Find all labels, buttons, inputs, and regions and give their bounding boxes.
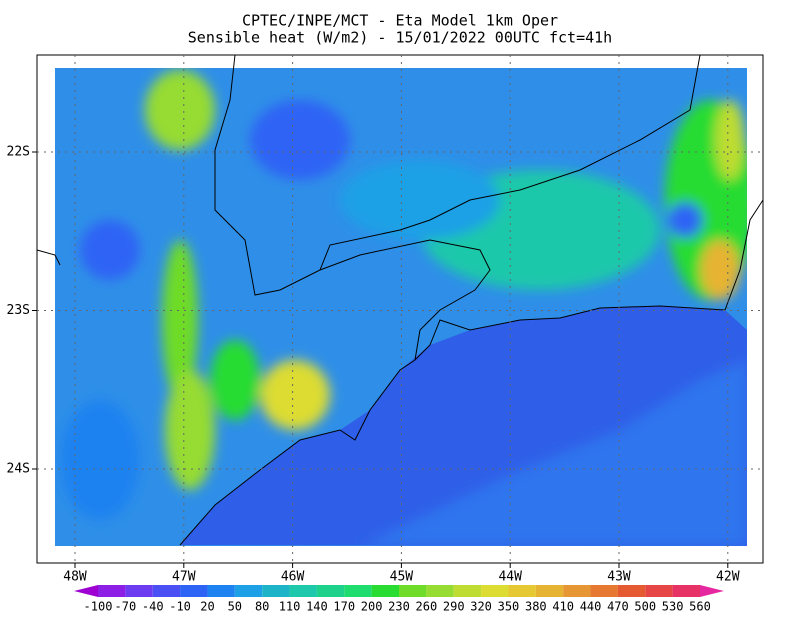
colorbar-swatch — [289, 585, 317, 597]
lat-tick-label: 22S — [7, 145, 30, 160]
colorbar-swatch — [645, 585, 673, 597]
colorbar-label: 170 — [333, 600, 355, 614]
colorbar-swatch — [563, 585, 591, 597]
colorbar-label: 410 — [552, 600, 574, 614]
colorbar-swatch — [535, 585, 564, 597]
colorbar-label: 530 — [662, 600, 684, 614]
colorbar-label: 470 — [607, 600, 629, 614]
colorbar-label: 380 — [525, 600, 547, 614]
colorbar-label: -40 — [142, 600, 164, 614]
colorbar-swatch — [399, 585, 427, 597]
colorbar-label: 440 — [580, 600, 602, 614]
colorbar-label: -10 — [169, 600, 191, 614]
colorbar-label: 140 — [306, 600, 328, 614]
lat-tick-label: 24S — [7, 462, 30, 477]
colorbar-swatch — [152, 585, 181, 597]
colorbar-swatch — [453, 585, 482, 597]
colorbar-swatch — [207, 585, 235, 597]
colorbar-swatch — [481, 585, 509, 597]
colorbar-swatch — [344, 585, 372, 597]
colorbar-label: 20 — [200, 600, 214, 614]
colorbar-swatch — [98, 585, 126, 597]
colorbar-swatch — [180, 585, 208, 597]
colorbar-label: 50 — [228, 600, 242, 614]
lon-tick-label: 43W — [607, 570, 631, 585]
lon-tick-label: 46W — [281, 570, 305, 585]
lon-tick-label: 48W — [63, 570, 87, 585]
lat-tick-label: 23S — [7, 303, 30, 318]
subtitle-line: Sensible heat (W/m2) - 15/01/2022 00UTC … — [188, 29, 612, 47]
colorbar: -100 -70 -40 -10 20 50 80 110 140 170 200 230 260 290… — [74, 585, 724, 614]
boundaries — [36, 54, 764, 546]
lon-tick-label: 47W — [172, 570, 196, 585]
colorbar-arrow — [700, 585, 724, 597]
colorbar-swatch — [262, 585, 290, 597]
colorbar-label: 80 — [255, 600, 269, 614]
ocean-shade — [360, 360, 747, 546]
colorbar-label: 290 — [443, 600, 465, 614]
colorbar-label: 560 — [689, 600, 711, 614]
colorbar-swatch — [426, 585, 454, 597]
colorbar-arrow — [74, 585, 98, 597]
colorbar-swatch — [617, 585, 646, 597]
colorbar-swatch — [672, 585, 700, 597]
colorbar-label: 500 — [634, 600, 656, 614]
colorbar-label: 320 — [470, 600, 492, 614]
lon-tick-label: 44W — [498, 570, 522, 585]
field — [55, 68, 747, 546]
axes: 48W 47W 46W 45W 44W 43W 42W 22S 23S 24S — [7, 55, 763, 585]
colorbar-label: -100 — [84, 600, 113, 614]
colorbar-label: 260 — [416, 600, 438, 614]
colorbar-label: 230 — [388, 600, 410, 614]
colorbar-swatch — [371, 585, 399, 597]
colorbar-swatch — [234, 585, 263, 597]
colorbar-swatch — [590, 585, 618, 597]
colorbar-label: 200 — [361, 600, 383, 614]
colorbar-label: 110 — [279, 600, 301, 614]
title-line: CPTEC/INPE/MCT - Eta Model 1km Oper — [242, 12, 558, 30]
colorbar-label: -70 — [115, 600, 137, 614]
lon-tick-label: 42W — [716, 570, 740, 585]
colorbar-label: 350 — [498, 600, 520, 614]
lon-tick-label: 45W — [390, 570, 414, 585]
map-frame — [36, 54, 764, 564]
colorbar-swatch — [125, 585, 153, 597]
field-blobs — [60, 70, 747, 520]
colorbar-swatch — [316, 585, 345, 597]
colorbar-swatch — [508, 585, 536, 597]
